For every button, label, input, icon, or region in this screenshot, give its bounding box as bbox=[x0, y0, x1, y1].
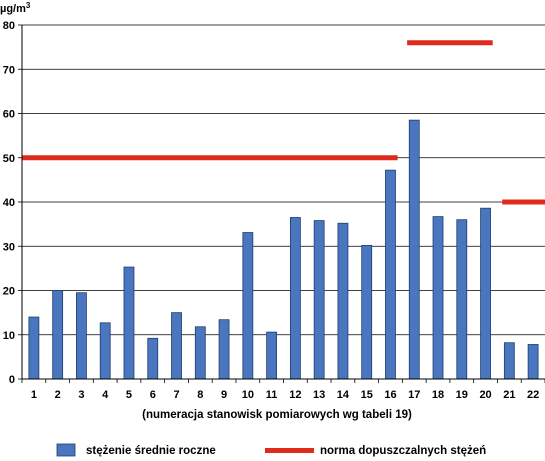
bar bbox=[385, 169, 396, 380]
bar bbox=[242, 232, 254, 380]
x-tick-label: 6 bbox=[150, 389, 156, 401]
y-tick-labels: 0 10 20 30 40 50 60 70 80 bbox=[3, 20, 15, 386]
x-tick-label: 2 bbox=[55, 389, 61, 401]
bar-series bbox=[28, 119, 539, 380]
x-tick-label: 20 bbox=[479, 389, 491, 401]
x-tick-label: 15 bbox=[361, 389, 373, 401]
bar bbox=[456, 219, 468, 380]
x-axis-label: (numeracja stanowisk pomiarowych wg tabe… bbox=[142, 409, 412, 421]
x-tick-label: 16 bbox=[384, 389, 396, 401]
bar bbox=[480, 207, 491, 380]
x-tick-label: 18 bbox=[432, 389, 444, 401]
x-tick-label: 21 bbox=[503, 389, 515, 401]
y-tick-label: 0 bbox=[9, 374, 15, 386]
x-tick-label: 9 bbox=[221, 389, 227, 401]
bar bbox=[408, 119, 420, 380]
bar bbox=[527, 344, 539, 380]
norm-lines bbox=[22, 40, 545, 205]
axes bbox=[21, 25, 545, 383]
y-tick-label: 10 bbox=[3, 330, 15, 342]
x-tick-label: 22 bbox=[527, 389, 539, 401]
bar bbox=[289, 217, 301, 380]
x-tick-label: 13 bbox=[313, 389, 325, 401]
x-tick-label: 17 bbox=[408, 389, 420, 401]
x-tick-label: 11 bbox=[266, 389, 278, 401]
x-tick-label: 19 bbox=[456, 389, 468, 401]
bar bbox=[337, 222, 349, 380]
legend-bar-label: stężenie średnie roczne bbox=[86, 445, 216, 457]
y-tick-label: 30 bbox=[3, 241, 15, 253]
bar bbox=[171, 312, 182, 380]
bar bbox=[28, 316, 40, 380]
x-tick-label: 7 bbox=[173, 389, 179, 401]
x-tick-label: 3 bbox=[78, 389, 84, 401]
bar bbox=[194, 326, 206, 380]
y-tick-label: 60 bbox=[3, 109, 15, 121]
x-tick-label: 1 bbox=[31, 389, 37, 401]
x-tick-label: 8 bbox=[197, 389, 203, 401]
y-tick-label: 20 bbox=[3, 286, 15, 298]
bar bbox=[76, 292, 87, 380]
bar bbox=[123, 266, 135, 380]
bar bbox=[361, 244, 373, 380]
x-tick-labels: 1 2 3 4 5 6 7 8 9 10 11 12 13 14 15 16 17 18 19 20 21 22 bbox=[31, 389, 539, 401]
bar bbox=[266, 331, 278, 380]
bar bbox=[503, 342, 515, 380]
x-tick-label: 4 bbox=[102, 389, 109, 401]
y-tick-label: 40 bbox=[3, 197, 15, 209]
legend-line-swatch bbox=[265, 448, 314, 453]
bar bbox=[99, 322, 111, 380]
x-tick-label: 14 bbox=[337, 389, 350, 401]
legend: stężenie średnie roczne norma dopuszczal… bbox=[56, 443, 486, 457]
legend-bar-swatch bbox=[56, 443, 76, 457]
legend-line-label: norma dopuszczalnych stężeń bbox=[320, 445, 486, 457]
bar bbox=[147, 337, 159, 380]
x-tick-label: 12 bbox=[289, 389, 301, 401]
x-tick-label: 5 bbox=[126, 389, 132, 401]
y-tick-label: 70 bbox=[3, 64, 15, 76]
x-tick-label: 10 bbox=[242, 389, 254, 401]
bar bbox=[432, 216, 444, 380]
y-axis-unit-label: µg/m3 bbox=[0, 1, 31, 15]
y-tick-label: 80 bbox=[3, 20, 15, 32]
bar bbox=[52, 290, 64, 380]
bar bbox=[218, 319, 230, 380]
bar bbox=[313, 220, 325, 380]
y-tick-label: 50 bbox=[3, 153, 15, 165]
